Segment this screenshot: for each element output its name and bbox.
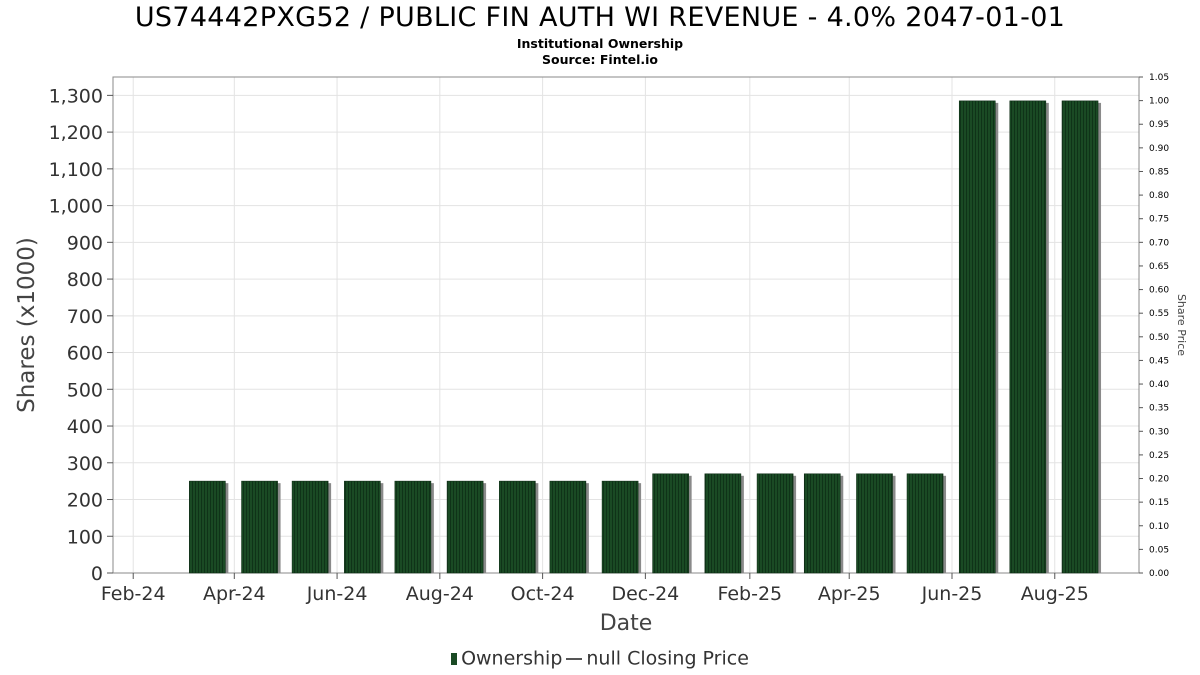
- ownership-bar: [241, 480, 278, 574]
- y2-tick-label: 0.85: [1149, 167, 1169, 177]
- y-tick-label: 600: [67, 343, 103, 365]
- y2-tick-label: 0.25: [1149, 451, 1169, 461]
- legend-ownership-label: Ownership: [461, 647, 563, 670]
- y-tick-label: 1,200: [49, 122, 103, 144]
- ownership-bar: [958, 100, 996, 574]
- y2-tick-label: 0.75: [1149, 215, 1169, 225]
- ownership-bar: [652, 473, 689, 574]
- y-tick-label: 900: [67, 232, 103, 254]
- ownership-bar: [1061, 100, 1099, 574]
- y2-tick-label: 0.05: [1149, 545, 1169, 555]
- y2-tick-label: 0.40: [1149, 380, 1169, 390]
- x-tick-label: Dec-24: [611, 583, 679, 605]
- y-axis-label: Shares (x1000): [14, 237, 40, 413]
- y-tick-label: 1,000: [49, 196, 103, 218]
- y2-axis-label: Share Price: [1175, 294, 1188, 356]
- y2-tick-label: 0.60: [1149, 286, 1169, 296]
- y-tick-label: 700: [67, 306, 103, 328]
- y2-tick-label: 0.55: [1149, 309, 1169, 319]
- y2-tick-label: 0.50: [1149, 333, 1169, 343]
- y-axis-right: 0.00 0.05 0.10 0.15 0.20 0.25 0.30 0.35 0.40 0.45…: [1139, 73, 1169, 579]
- y2-tick-label: 0.65: [1149, 262, 1169, 272]
- x-tick-label: Apr-25: [818, 583, 881, 605]
- legend-price-label: null Closing Price: [586, 647, 749, 670]
- x-tick-label: Feb-24: [101, 583, 166, 605]
- ownership-bar: [549, 480, 587, 574]
- y2-tick-label: 0.95: [1149, 120, 1169, 130]
- x-tick-label: Aug-24: [406, 583, 474, 605]
- y2-tick-label: 0.15: [1149, 498, 1169, 508]
- y-tick-label: 1,100: [49, 159, 103, 181]
- bars-group: [189, 100, 1102, 574]
- y2-tick-label: 0.45: [1149, 356, 1169, 366]
- y-tick-label: 0: [91, 563, 103, 585]
- y2-tick-label: 0.20: [1149, 475, 1169, 485]
- y2-tick-label: 0.80: [1149, 191, 1169, 201]
- y-tick-label: 500: [67, 379, 103, 401]
- ownership-bar: [394, 480, 432, 574]
- x-tick-label: Feb-25: [717, 583, 782, 605]
- x-axis: Feb-24 Apr-24 Jun-24 Aug-24 Oct-24 Dec-24 Feb-…: [101, 573, 1089, 605]
- y2-tick-label: 1.05: [1149, 73, 1169, 83]
- x-tick-label: Apr-24: [203, 583, 266, 605]
- y-tick-label: 200: [67, 490, 103, 512]
- ownership-bar: [344, 480, 381, 574]
- closing-price-legend-swatch: [566, 657, 583, 660]
- y2-tick-label: 1.00: [1149, 97, 1169, 107]
- y2-tick-label: 0.30: [1149, 427, 1169, 437]
- ownership-bar: [756, 473, 794, 574]
- ownership-bar: [601, 480, 639, 574]
- ownership-bar: [291, 480, 329, 574]
- ownership-legend-swatch: [451, 652, 458, 665]
- y2-tick-label: 0.10: [1149, 522, 1169, 532]
- y2-tick-label: 0.00: [1149, 569, 1169, 579]
- y-tick-label: 800: [67, 269, 103, 291]
- ownership-bar: [906, 473, 944, 574]
- chart-title: US74442PXG52 / PUBLIC FIN AUTH WI REVENU…: [134, 2, 1066, 33]
- x-tick-label: Oct-24: [511, 583, 575, 605]
- y-tick-label: 100: [67, 526, 103, 548]
- chart-subtitle: Institutional Ownership: [516, 36, 684, 51]
- ownership-bar: [803, 473, 841, 574]
- legend: Ownership null Closing Price: [0, 647, 1200, 670]
- chart-source: Source: Fintel.io: [542, 52, 658, 67]
- y-tick-label: 300: [67, 453, 103, 475]
- ownership-bar: [856, 473, 893, 574]
- y2-tick-label: 0.90: [1149, 144, 1169, 154]
- y2-tick-label: 0.70: [1149, 238, 1169, 248]
- ownership-bar: [704, 473, 742, 574]
- y-tick-label: 1,300: [49, 85, 103, 107]
- ownership-bar: [446, 480, 484, 574]
- x-tick-label: Aug-25: [1021, 583, 1089, 605]
- y-axis-left: 0 100 200 300 400 500 600 700 800 900 1,000 1,100 1,…: [49, 85, 113, 585]
- x-axis-label: Date: [600, 611, 653, 636]
- x-tick-label: Jun-24: [306, 583, 368, 605]
- ownership-bar: [499, 480, 536, 574]
- x-tick-label: Jun-25: [921, 583, 983, 605]
- y2-tick-label: 0.35: [1149, 404, 1169, 414]
- ownership-bar: [1009, 100, 1047, 574]
- ownership-bar: [189, 480, 226, 574]
- y-tick-label: 400: [67, 416, 103, 438]
